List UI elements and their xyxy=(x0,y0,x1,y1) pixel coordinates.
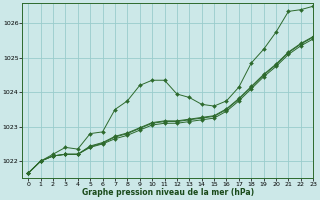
X-axis label: Graphe pression niveau de la mer (hPa): Graphe pression niveau de la mer (hPa) xyxy=(82,188,254,197)
